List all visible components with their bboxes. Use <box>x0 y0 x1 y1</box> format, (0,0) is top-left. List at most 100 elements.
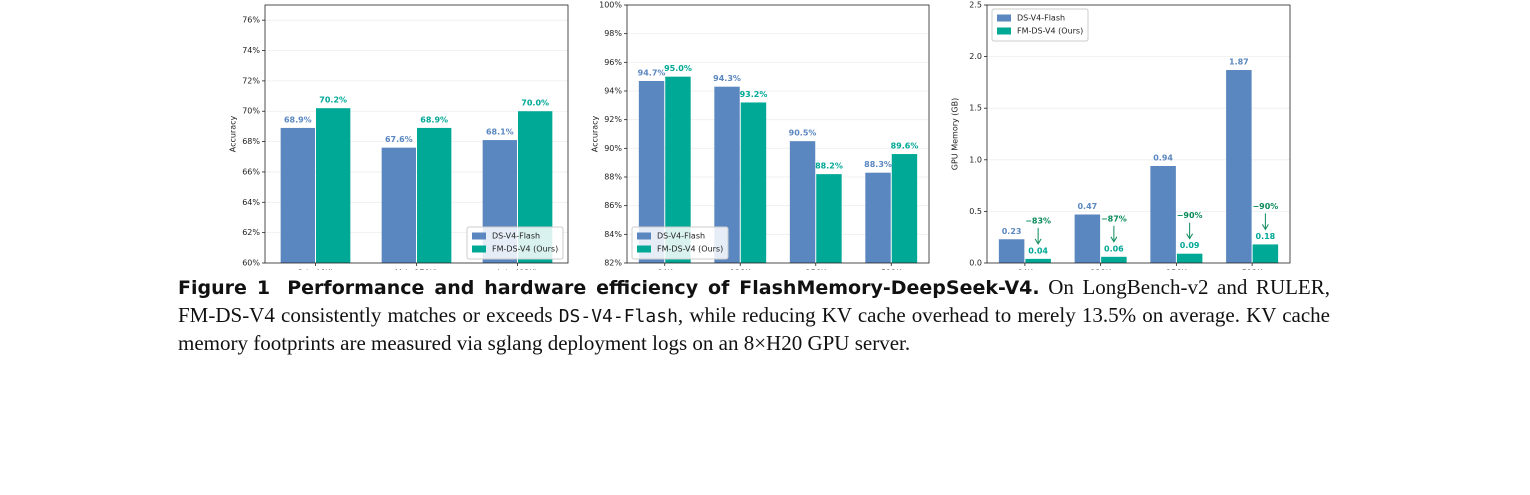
value-label: 1.87 <box>1229 58 1249 67</box>
x-tick-label: 128K <box>730 269 751 271</box>
legend-label: DS-V4-Flash <box>492 232 540 241</box>
bar <box>1176 253 1203 263</box>
x-tick-label: S (~46K) <box>298 269 334 271</box>
legend-swatch <box>637 245 651 253</box>
figure-label: Figure 1 <box>178 277 271 299</box>
y-tick-label: 70% <box>242 107 260 116</box>
legend-box <box>466 226 564 260</box>
x-tick-label: 64K <box>1017 269 1033 271</box>
plot-frame <box>986 4 1291 264</box>
value-label: 0.06 <box>1104 244 1124 253</box>
x-tick-label: M (~179K) <box>395 269 438 271</box>
x-tick-label: 64K <box>657 269 673 271</box>
y-tick-label: 62% <box>242 228 260 237</box>
legend-box <box>991 8 1089 42</box>
y-tick-label: 0.0 <box>969 259 982 268</box>
annotation-arrowhead <box>1261 224 1269 231</box>
plot-frame <box>264 4 569 264</box>
y-tick-label: 0.5 <box>969 207 982 216</box>
legend-box <box>631 226 729 260</box>
value-label: 68.1% <box>486 128 514 137</box>
bar <box>865 172 891 263</box>
bar <box>1252 244 1279 263</box>
legend-label: FM-DS-V4 (Ours) <box>657 245 723 254</box>
value-label: 95.0% <box>664 64 692 73</box>
y-tick-label: 82% <box>604 259 622 268</box>
legend-swatch <box>472 232 486 240</box>
y-tick-label: 92% <box>604 115 622 124</box>
y-tick-label: 88% <box>604 173 622 182</box>
legend-label: DS-V4-Flash <box>657 232 705 241</box>
caption: Figure 1 Performance and hardware effici… <box>178 274 1330 357</box>
bar <box>891 154 918 263</box>
bar <box>1150 165 1176 263</box>
caption-text: , while reducing KV cache overhead to me… <box>178 303 1330 355</box>
bar <box>789 141 816 263</box>
bar <box>740 102 767 263</box>
value-label: 0.94 <box>1153 153 1173 162</box>
y-tick-label: 98% <box>604 29 622 38</box>
x-tick-label: 256K <box>805 269 826 271</box>
value-label: 88.2% <box>815 162 843 171</box>
figure: 60% 62% 64% 66% 68% 70% 72% 74% 76% Accuracy S (~4… <box>229 1 1291 271</box>
value-label: 0.09 <box>1180 241 1200 250</box>
x-tick-label: 256K <box>1166 269 1187 271</box>
y-tick-label: 84% <box>604 230 622 239</box>
y-tick-label: 72% <box>242 76 260 85</box>
y-axis-label: GPU Memory (GB) <box>951 98 960 170</box>
bar <box>998 239 1025 263</box>
y-tick-label: 64% <box>242 198 260 207</box>
y-axis-label: Accuracy <box>591 115 600 152</box>
annotation: −83% <box>1025 216 1051 225</box>
x-tick-label: 512K <box>881 269 902 271</box>
value-label: 67.6% <box>385 135 413 144</box>
legend-label: FM-DS-V4 (Ours) <box>1017 27 1083 36</box>
bar <box>1074 214 1101 263</box>
value-label: 94.7% <box>638 68 666 77</box>
annotation-arrowhead <box>1110 236 1118 243</box>
bar <box>1101 256 1127 263</box>
y-tick-label: 76% <box>242 16 260 25</box>
value-label: 0.47 <box>1077 202 1097 211</box>
value-label: 0.23 <box>1002 227 1022 236</box>
y-tick-label: 66% <box>242 167 260 176</box>
x-tick-label: 128K <box>1090 269 1111 271</box>
value-label: 93.2% <box>740 90 768 99</box>
bar <box>417 127 452 263</box>
y-tick-label: 90% <box>604 144 622 153</box>
y-tick-label: 74% <box>242 46 260 55</box>
caption-title: Performance and hardware efficiency of F… <box>287 277 1040 299</box>
value-label: 94.3% <box>713 74 741 83</box>
caption-text: On LongBench-v2 and RULER, FM-DS-V4 cons… <box>178 275 1331 327</box>
y-tick-label: 2.0 <box>969 52 982 61</box>
annotation: −90% <box>1177 211 1203 220</box>
legend-label: FM-DS-V4 (Ours) <box>492 245 558 254</box>
x-tick-label: 512K <box>1242 269 1263 271</box>
y-tick-label: 100% <box>599 1 622 10</box>
y-axis-label: Accuracy <box>229 115 238 152</box>
value-label: 90.5% <box>789 129 817 138</box>
bar <box>280 127 315 263</box>
y-tick-label: 2.5 <box>969 1 982 10</box>
x-tick-label: L (~493K) <box>497 269 537 271</box>
y-tick-label: 1.5 <box>969 104 982 113</box>
bar <box>816 174 842 263</box>
value-label: 68.9% <box>420 115 448 124</box>
bar <box>381 147 416 263</box>
value-label: 68.9% <box>284 115 312 124</box>
legend-label: DS-V4-Flash <box>1017 14 1065 23</box>
value-label: 0.18 <box>1256 232 1276 241</box>
y-tick-label: 94% <box>604 87 622 96</box>
y-tick-label: 96% <box>604 58 622 67</box>
value-label: 88.3% <box>864 160 892 169</box>
value-label: 0.04 <box>1028 246 1048 255</box>
bar <box>1025 258 1051 263</box>
legend-swatch <box>472 245 486 253</box>
legend-swatch <box>637 232 651 240</box>
legend-swatch <box>997 14 1011 22</box>
value-label: 70.0% <box>521 99 549 108</box>
annotation: −90% <box>1252 202 1278 211</box>
plot-frame <box>626 4 930 264</box>
y-tick-label: 68% <box>242 137 260 146</box>
